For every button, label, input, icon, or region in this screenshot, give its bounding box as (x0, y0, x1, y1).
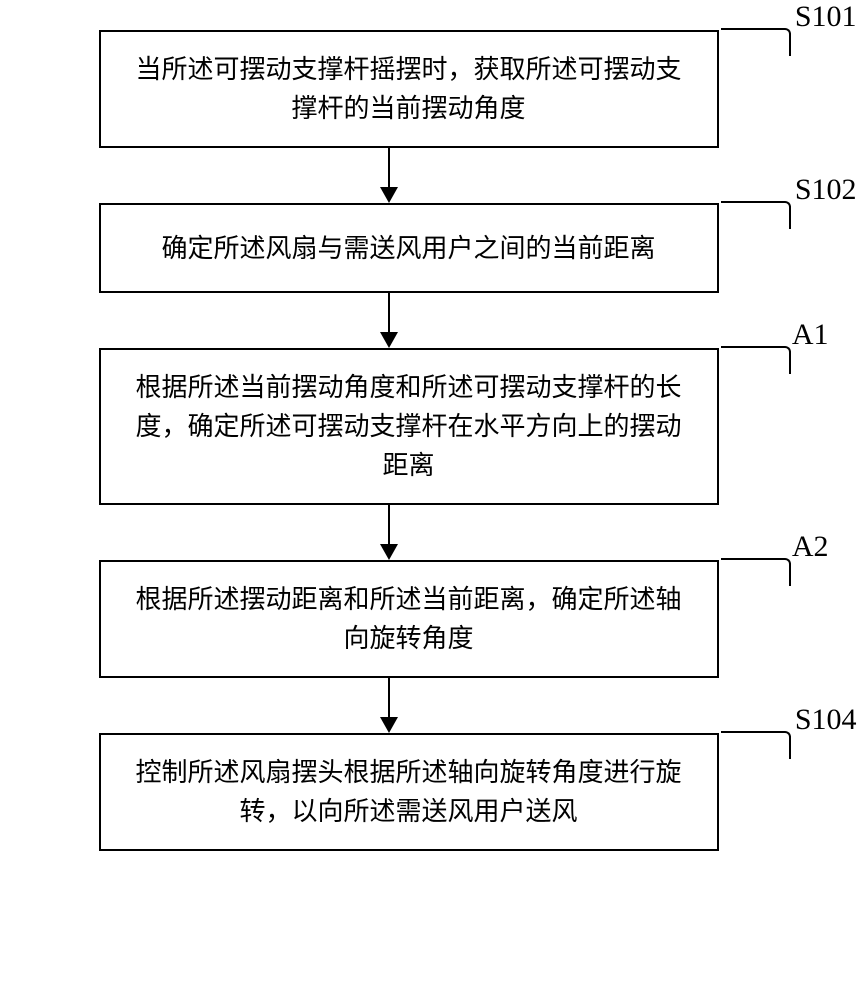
connector-line-icon (388, 505, 390, 545)
flowchart-node-a1: 根据所述当前摆动角度和所述可摆动支撑杆的长度，确定所述可摆动支撑杆在水平方向上的… (99, 348, 719, 505)
node-text: 根据所述摆动距离和所述当前距离，确定所述轴向旋转角度 (135, 580, 681, 658)
node-text: 当所述可摆动支撑杆摇摆时，获取所述可摆动支撑杆的当前摆动角度 (135, 50, 681, 128)
node-wrapper-a1: 根据所述当前摆动角度和所述可摆动支撑杆的长度，确定所述可摆动支撑杆在水平方向上的… (99, 348, 719, 505)
arrow-head-icon (380, 544, 398, 560)
node-label: S101 (795, 0, 857, 34)
node-label: S102 (795, 173, 857, 207)
node-text: 根据所述当前摆动角度和所述可摆动支撑杆的长度，确定所述可摆动支撑杆在水平方向上的… (135, 368, 681, 485)
arrow-icon (380, 505, 398, 560)
label-connector-icon (721, 731, 791, 759)
arrow-icon (380, 293, 398, 348)
flowchart-node-s104: 控制所述风扇摆头根据所述轴向旋转角度进行旋转，以向所述需送风用户送风 (99, 733, 719, 851)
flowchart-node-a2: 根据所述摆动距离和所述当前距离，确定所述轴向旋转角度 (99, 560, 719, 678)
node-wrapper-s104: 控制所述风扇摆头根据所述轴向旋转角度进行旋转，以向所述需送风用户送风 S104 (99, 733, 719, 851)
node-label: A2 (792, 530, 829, 564)
flowchart-node-s102: 确定所述风扇与需送风用户之间的当前距离 (99, 203, 719, 293)
connector-line-icon (388, 148, 390, 188)
arrow-icon (380, 678, 398, 733)
arrow-head-icon (380, 187, 398, 203)
label-connector-icon (721, 346, 791, 374)
flowchart-node-s101: 当所述可摆动支撑杆摇摆时，获取所述可摆动支撑杆的当前摆动角度 (99, 30, 719, 148)
node-wrapper-a2: 根据所述摆动距离和所述当前距离，确定所述轴向旋转角度 A2 (99, 560, 719, 678)
label-connector-icon (721, 201, 791, 229)
label-connector-icon (721, 558, 791, 586)
arrow-head-icon (380, 717, 398, 733)
node-wrapper-s102: 确定所述风扇与需送风用户之间的当前距离 S102 (99, 203, 719, 293)
connector-line-icon (388, 678, 390, 718)
node-text: 控制所述风扇摆头根据所述轴向旋转角度进行旋转，以向所述需送风用户送风 (135, 753, 681, 831)
node-text: 确定所述风扇与需送风用户之间的当前距离 (161, 229, 655, 268)
node-label: A1 (792, 318, 829, 352)
node-label: S104 (795, 703, 857, 737)
flowchart-container: 当所述可摆动支撑杆摇摆时，获取所述可摆动支撑杆的当前摆动角度 S101 确定所述… (0, 0, 867, 851)
arrow-icon (380, 148, 398, 203)
arrow-head-icon (380, 332, 398, 348)
node-wrapper-s101: 当所述可摆动支撑杆摇摆时，获取所述可摆动支撑杆的当前摆动角度 S101 (99, 30, 719, 148)
label-connector-icon (721, 28, 791, 56)
flow-column: 当所述可摆动支撑杆摇摆时，获取所述可摆动支撑杆的当前摆动角度 S101 确定所述… (99, 30, 719, 851)
connector-line-icon (388, 293, 390, 333)
